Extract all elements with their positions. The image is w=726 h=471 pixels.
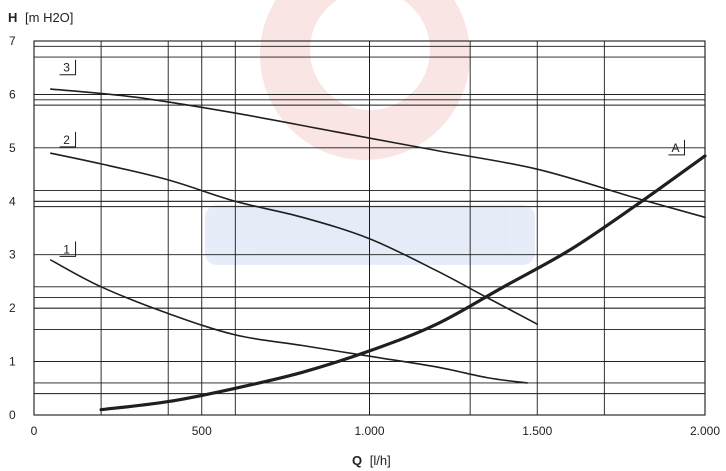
series-label-text: 3 xyxy=(63,61,70,75)
y-tick-label: 3 xyxy=(9,248,16,262)
x-tick-label: 1.500 xyxy=(522,424,552,438)
axis-title-layer: H [m H2O] Q [l/h] xyxy=(8,10,391,468)
series-label-2: 2 xyxy=(59,131,77,148)
x-axis-unit: [l/h] xyxy=(370,453,391,468)
y-tick-label: 5 xyxy=(9,141,16,155)
y-tick-label: 1 xyxy=(9,355,16,369)
series-line-2 xyxy=(50,152,539,325)
x-axis-title: Q [l/h] xyxy=(352,453,391,468)
series-label-3: 3 xyxy=(59,59,77,76)
tick-label-layer: 0 500 1.000 1.500 2.000 0 1 2 3 4 5 6 7 xyxy=(9,34,720,438)
y-tick-label: 2 xyxy=(9,301,16,315)
x-tick-label: 0 xyxy=(31,424,38,438)
x-tick-label: 2.000 xyxy=(690,424,720,438)
grid-layer xyxy=(33,40,706,416)
series-label-bracket xyxy=(668,139,685,156)
series-line-1 xyxy=(50,259,528,384)
y-axis-unit: [m H2O] xyxy=(25,10,73,25)
x-tick-label: 500 xyxy=(192,424,212,438)
curve-layer xyxy=(50,88,707,412)
series-label-text: 2 xyxy=(63,133,70,147)
series-label-a: A xyxy=(668,139,685,156)
y-tick-label: 4 xyxy=(9,194,16,208)
x-tick-label: 1.000 xyxy=(354,424,384,438)
series-label-text: 1 xyxy=(63,242,70,256)
y-axis-symbol: H xyxy=(8,10,17,25)
series-line-3 xyxy=(50,88,706,219)
series-label-bracket xyxy=(59,241,77,257)
series-label-1: 1 xyxy=(59,241,77,257)
y-tick-label: 6 xyxy=(9,87,16,101)
series-label-bracket xyxy=(59,131,77,148)
series-line-a xyxy=(99,154,707,412)
series-label-layer: 3 2 1 A xyxy=(59,59,685,257)
y-tick-label: 7 xyxy=(9,34,16,48)
series-label-text: A xyxy=(671,141,679,155)
watermark-logo xyxy=(205,0,535,265)
y-axis-title: H [m H2O] xyxy=(8,10,73,25)
series-label-bracket xyxy=(59,59,77,76)
y-tick-label: 0 xyxy=(9,408,16,422)
x-axis-symbol: Q xyxy=(352,453,362,468)
